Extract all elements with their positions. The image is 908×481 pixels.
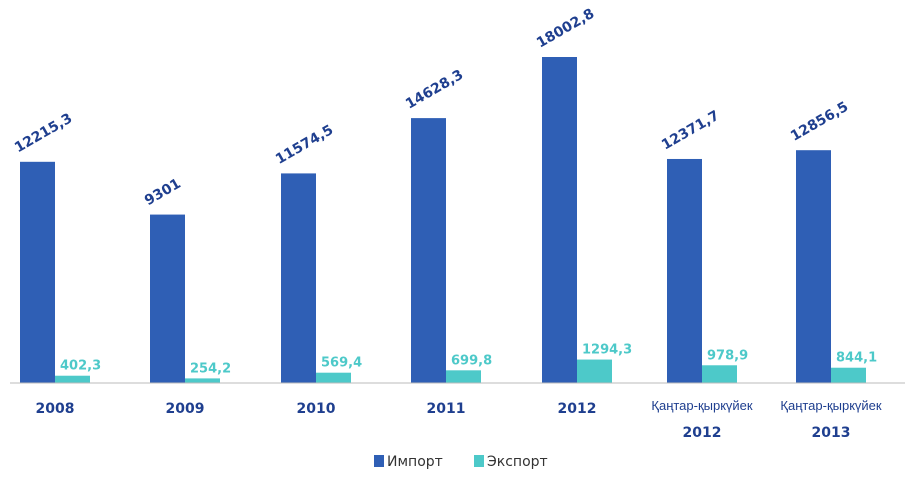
export-value-label-5: 978,9 bbox=[707, 348, 748, 363]
import-legend-label: Импорт bbox=[387, 454, 443, 470]
category-label-3: 2011 bbox=[427, 401, 466, 417]
import-bar-0 bbox=[20, 161, 55, 383]
export-bar-6 bbox=[831, 367, 866, 383]
import-value-label-4: 18002,8 bbox=[534, 6, 597, 52]
category-label-5-line2: 2012 bbox=[683, 425, 722, 441]
import-value-label-2: 11574,5 bbox=[273, 122, 336, 168]
export-bar-3 bbox=[446, 370, 481, 383]
export-bar-0 bbox=[55, 375, 90, 383]
category-label-0: 2008 bbox=[36, 401, 75, 417]
export-value-label-6: 844,1 bbox=[836, 351, 877, 366]
import-bar-4 bbox=[542, 57, 577, 383]
category-label-6-line1: Қаңтар-қыркүйек bbox=[780, 398, 882, 413]
export-bar-2 bbox=[316, 372, 351, 383]
export-value-label-3: 699,8 bbox=[451, 353, 492, 368]
category-label-6-line2: 2013 bbox=[812, 425, 851, 441]
category-label-4: 2012 bbox=[558, 401, 597, 417]
category-labels-layer: 2008 2009 2010 2011 2012 Қаңтар-қыркүйек 2012 Қ… bbox=[36, 398, 882, 441]
bars-layer bbox=[20, 57, 866, 383]
import-legend-swatch bbox=[374, 455, 384, 467]
export-bar-4 bbox=[577, 359, 612, 383]
category-label-5-line1: Қаңтар-қыркүйек bbox=[651, 398, 753, 413]
import-bar-3 bbox=[411, 118, 446, 383]
import-bar-5 bbox=[667, 158, 702, 383]
import-bar-2 bbox=[281, 173, 316, 383]
import-value-label-6: 12856,5 bbox=[788, 99, 851, 145]
import-value-label-3: 14628,3 bbox=[403, 67, 466, 113]
import-bar-6 bbox=[796, 150, 831, 383]
category-label-2: 2010 bbox=[297, 401, 336, 417]
export-bar-5 bbox=[702, 365, 737, 383]
import-value-label-1: 9301 bbox=[142, 176, 184, 209]
legend: Импорт Экспорт bbox=[374, 454, 548, 470]
export-value-label-0: 402,3 bbox=[60, 359, 101, 374]
export-value-label-4: 1294,3 bbox=[582, 343, 632, 358]
export-bar-1 bbox=[185, 378, 220, 383]
export-legend-swatch bbox=[474, 455, 484, 467]
import-bar-1 bbox=[150, 214, 185, 383]
export-value-label-2: 569,4 bbox=[321, 356, 362, 371]
export-legend-label: Экспорт bbox=[487, 454, 548, 470]
import-value-label-5: 12371,7 bbox=[659, 108, 722, 154]
import-value-label-0: 12215,3 bbox=[12, 111, 75, 157]
export-value-label-1: 254,2 bbox=[190, 361, 231, 376]
category-label-1: 2009 bbox=[166, 401, 205, 417]
